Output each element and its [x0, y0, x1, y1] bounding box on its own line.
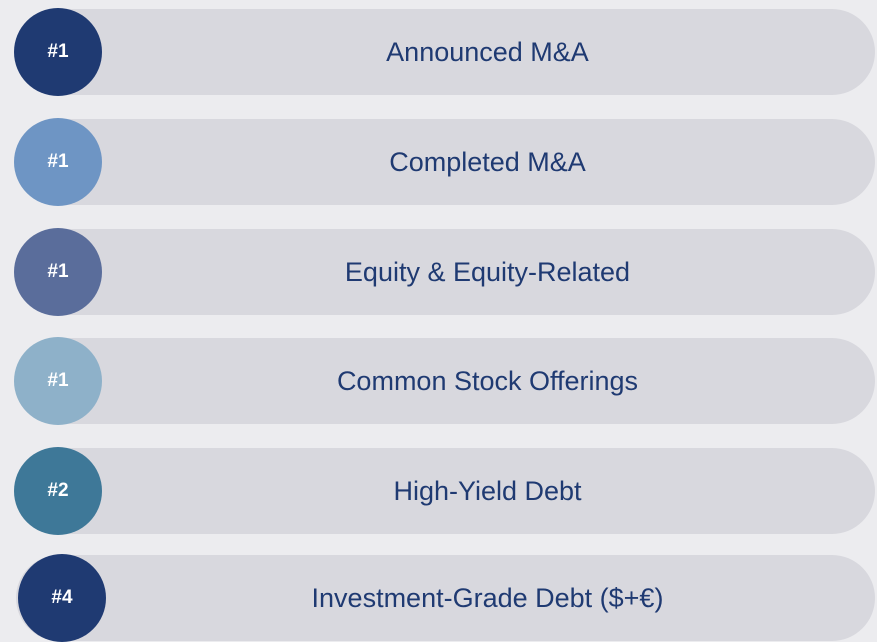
- row-bar: [16, 9, 875, 95]
- ranking-row: Investment-Grade Debt ($+€) #4: [0, 554, 877, 642]
- ranking-row: Announced M&A #1: [0, 8, 877, 96]
- rank-badge: #1: [14, 8, 102, 96]
- rank-badge: #1: [14, 118, 102, 206]
- row-label: High-Yield Debt: [393, 476, 582, 506]
- rank-badge: #1: [14, 228, 102, 316]
- row-bar: [16, 338, 875, 424]
- ranking-row: Common Stock Offerings #1: [0, 337, 877, 425]
- ranking-row: High-Yield Debt #2: [0, 447, 877, 535]
- row-label: Investment-Grade Debt ($+€): [311, 583, 664, 613]
- row-bar: [16, 229, 875, 315]
- row-label: Common Stock Offerings: [336, 366, 639, 396]
- row-bar: [16, 555, 875, 641]
- ranking-row: Equity & Equity-Related #1: [0, 228, 877, 316]
- row-label: Announced M&A: [386, 37, 589, 67]
- row-label: Completed M&A: [389, 147, 586, 177]
- row-bar: [16, 119, 875, 205]
- rank-badge: #1: [14, 337, 102, 425]
- row-bar: [16, 448, 875, 534]
- rank-badge: #2: [14, 447, 102, 535]
- rank-badge: #4: [18, 554, 106, 642]
- ranking-row: Completed M&A #1: [0, 118, 877, 206]
- row-label: Equity & Equity-Related: [344, 257, 631, 287]
